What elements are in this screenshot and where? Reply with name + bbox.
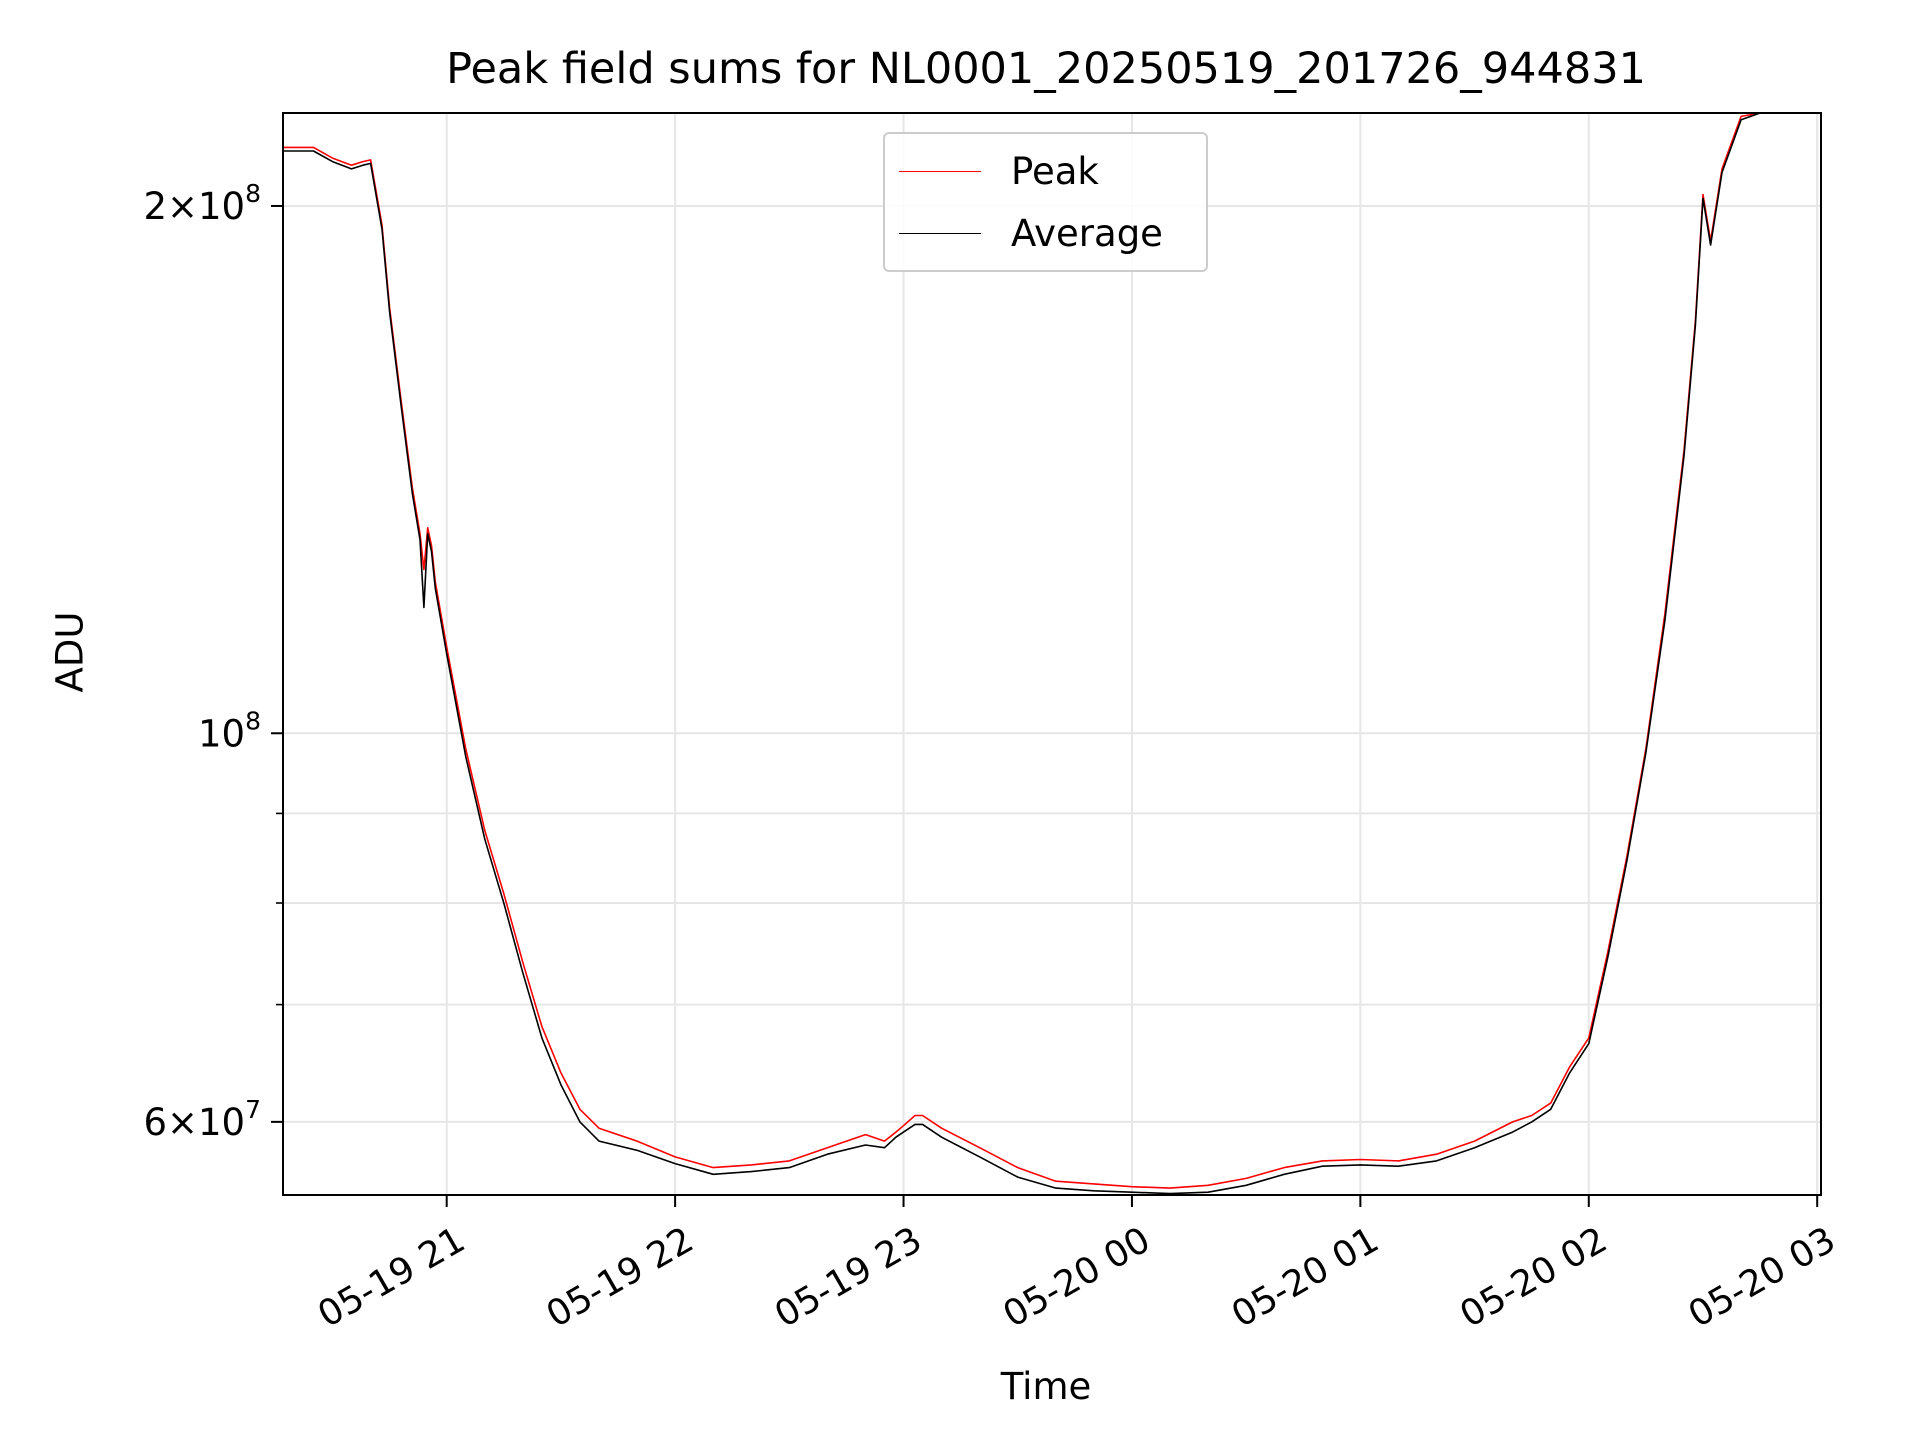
x-tick-label-5: 05-20 02 [1453,1219,1614,1335]
x-tick-label-1: 05-19 22 [540,1219,701,1335]
y-tick-label-2: 2×108 [143,179,261,228]
legend-swatch-average [899,232,981,234]
chart-title: Peak field sums for NL0001_20250519_2017… [446,44,1646,94]
legend-entry-average: Average [899,210,1163,256]
y-tick-label-0: 6×107 [143,1095,261,1144]
x-tick-label-6: 05-20 03 [1682,1219,1843,1335]
series-line-peak [283,113,1821,1189]
legend: Peak Average [883,132,1208,272]
x-tick-label-2: 05-19 23 [768,1219,929,1335]
y-tick-label-1: 108 [198,706,261,755]
x-tick-label-4: 05-20 01 [1225,1219,1386,1335]
legend-label-average: Average [1011,211,1163,255]
y-axis-label: ADU [48,611,92,693]
legend-swatch-peak [899,170,981,172]
legend-entry-peak: Peak [899,148,1099,194]
x-tick-label-3: 05-20 00 [997,1219,1158,1335]
legend-label-peak: Peak [1011,149,1099,193]
plot-frame [282,112,1822,1196]
x-tick-label-0: 05-19 21 [311,1219,472,1335]
x-axis-label: Time [1000,1365,1092,1408]
series-line-average [283,113,1821,1195]
